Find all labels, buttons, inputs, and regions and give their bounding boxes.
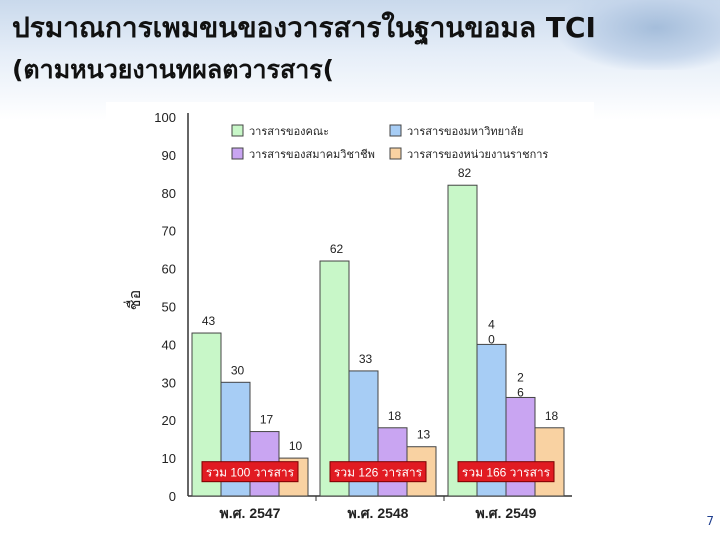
data-label: 30 [231,363,245,377]
x-tick-label: พ.ศ. 2548 [348,505,409,521]
data-label: 62 [330,242,344,256]
y-tick-label: 80 [162,186,176,201]
legend-swatch [231,124,244,137]
x-tick-label: พ.ศ. 2549 [476,505,537,521]
total-label: รวม 100 วารสาร [206,466,295,480]
data-label: 82 [458,166,472,180]
total-label: รวม 126 วารสาร [334,466,423,480]
y-tick-label: 60 [162,262,176,277]
y-tick-label: 30 [162,375,176,390]
slide-title: ปรมาณการเพมขนของวารสารในฐานขอมล TCI [12,11,596,44]
bar-1 [319,260,350,497]
data-label: 18 [388,409,402,423]
data-label: 17 [260,413,274,427]
slide-subtitle: (ตามหนวยงานทผลตวารสาร( [12,55,335,84]
y-tick-label: 70 [162,224,176,239]
data-label: 13 [417,428,431,442]
y-tick-label: 50 [162,300,176,315]
total-box [201,461,299,483]
y-tick-label: 40 [162,337,176,352]
legend-label: วารสารของสมาคมวิชาชีพ [249,148,375,161]
y-tick-label: 100 [154,110,176,125]
page-number: 7 [706,514,714,528]
x-tick-label: พ.ศ. 2547 [220,505,281,521]
y-tick-label: 20 [162,413,176,428]
total-box [457,461,555,483]
data-label: 33 [359,352,373,366]
y-axis-label: ชื่อ [123,290,144,310]
y-tick-label: 10 [162,451,176,466]
y-tick-label: 90 [162,148,176,163]
legend-swatch [231,147,244,160]
y-tick-label: 0 [169,489,176,504]
legend-label: วารสารของคณะ [249,126,329,138]
legend-label: วารสารของหน่วยงานราชการ [407,149,548,161]
bar-1 [447,184,478,497]
legend-swatch [389,147,402,160]
data-label: 18 [545,409,559,423]
header-decoration [560,0,720,70]
legend-label: วารสารของมหาวิทยาลัย [407,126,523,138]
data-label: 10 [289,439,303,453]
data-label: 43 [202,314,216,328]
legend-swatch [389,124,402,137]
total-box [329,461,427,483]
total-label: รวม 166 วารสาร [462,466,551,480]
